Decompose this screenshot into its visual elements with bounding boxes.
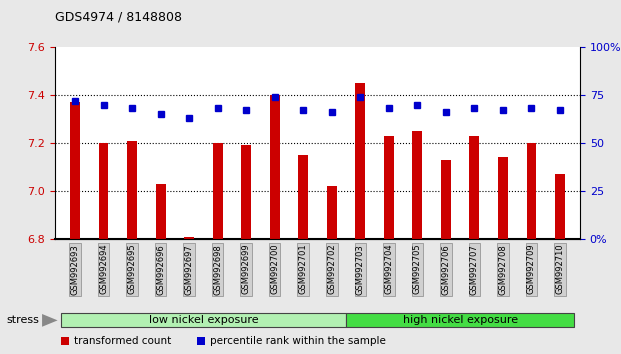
Text: high nickel exposure: high nickel exposure bbox=[402, 315, 518, 325]
Bar bbox=[212, 143, 223, 239]
Text: percentile rank within the sample: percentile rank within the sample bbox=[211, 336, 386, 346]
Bar bbox=[412, 131, 422, 239]
Bar bbox=[99, 143, 109, 239]
Bar bbox=[241, 145, 251, 239]
Text: low nickel exposure: low nickel exposure bbox=[148, 315, 258, 325]
Bar bbox=[298, 155, 308, 239]
Bar bbox=[555, 174, 565, 239]
Text: transformed count: transformed count bbox=[74, 336, 171, 346]
Bar bbox=[498, 158, 508, 239]
Text: stress: stress bbox=[6, 315, 39, 325]
Bar bbox=[127, 141, 137, 239]
Bar bbox=[355, 83, 365, 239]
Bar bbox=[270, 95, 279, 239]
Bar bbox=[384, 136, 394, 239]
Bar bbox=[527, 143, 537, 239]
Bar bbox=[184, 236, 194, 239]
Bar bbox=[327, 186, 337, 239]
Text: GDS4974 / 8148808: GDS4974 / 8148808 bbox=[55, 11, 182, 24]
Bar bbox=[441, 160, 451, 239]
Bar bbox=[469, 136, 479, 239]
Bar bbox=[156, 184, 166, 239]
Bar bbox=[70, 102, 80, 239]
